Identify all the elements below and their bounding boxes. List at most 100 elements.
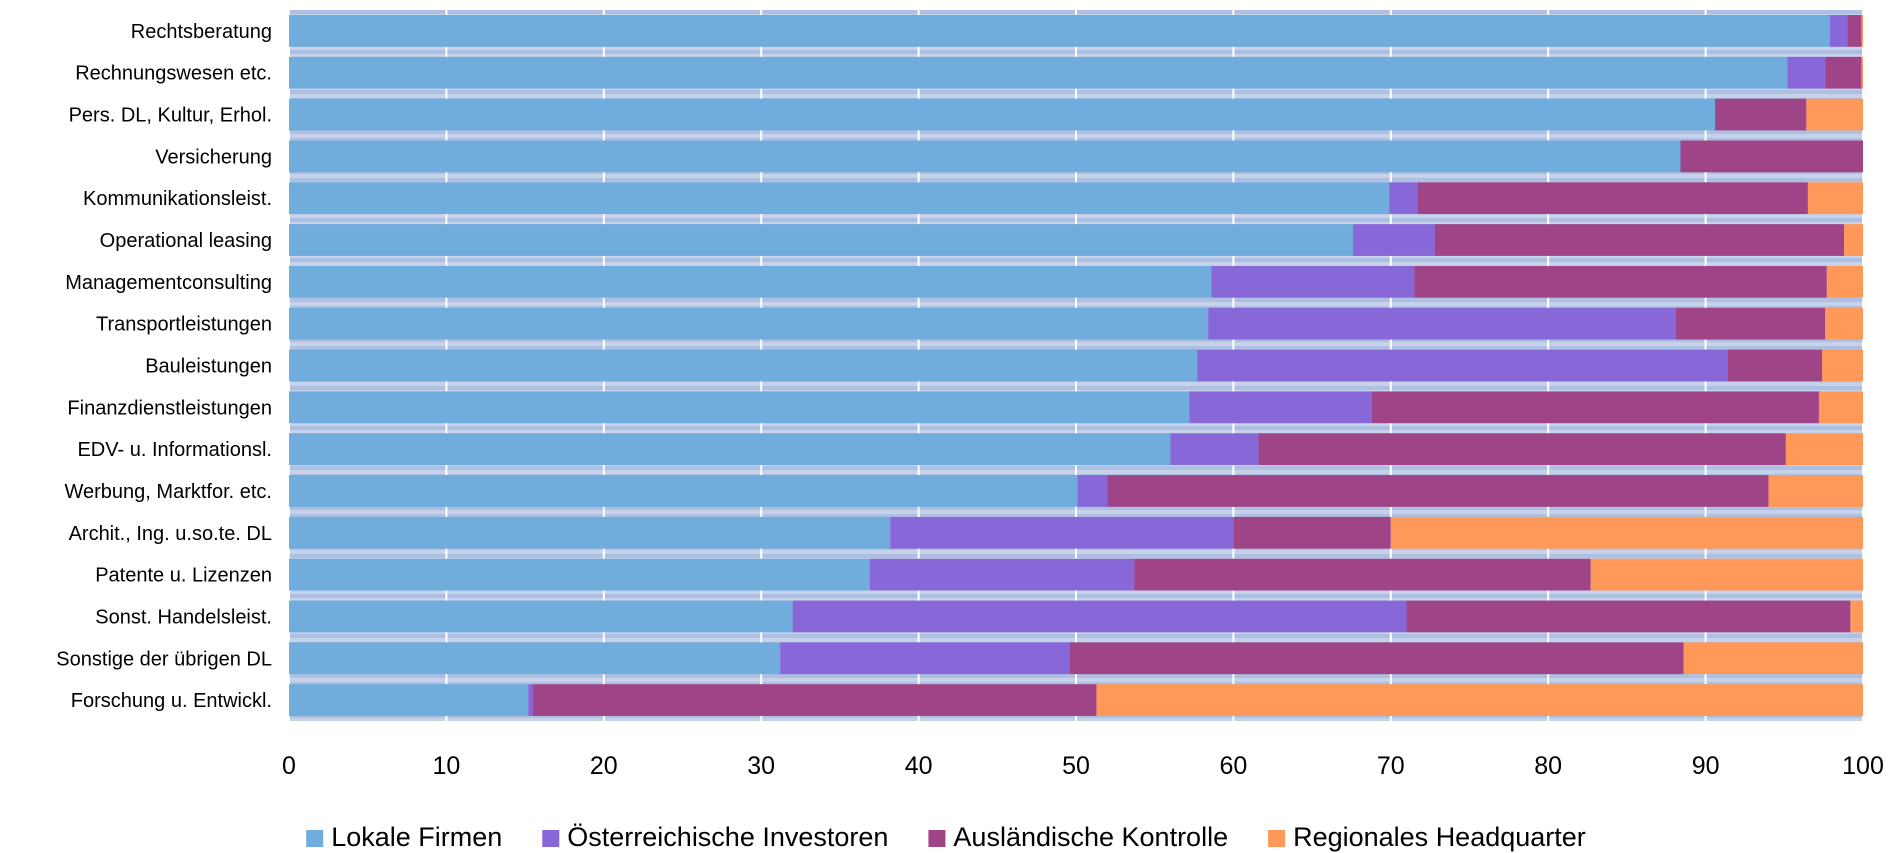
bar-segment bbox=[1829, 15, 1848, 47]
bar-segment bbox=[1189, 391, 1372, 424]
x-tick-label: 70 bbox=[1377, 752, 1405, 780]
bar-segment bbox=[1417, 182, 1808, 215]
bar-segment bbox=[890, 516, 1234, 549]
bar-segment bbox=[289, 684, 529, 716]
bar-segment bbox=[289, 516, 891, 549]
bar-segment bbox=[869, 558, 1135, 591]
bar-segment bbox=[1197, 349, 1728, 382]
legend-label: Lokale Firmen bbox=[331, 822, 502, 852]
bar-segment bbox=[1389, 182, 1418, 215]
bar-segment bbox=[1806, 98, 1863, 131]
bar-segment bbox=[1107, 475, 1769, 507]
bar-segment bbox=[1683, 642, 1863, 675]
category-label: Rechtsberatung bbox=[131, 21, 272, 43]
category-label: Operational leasing bbox=[100, 230, 272, 252]
legend-item: Ausländische Kontrolle bbox=[928, 822, 1228, 852]
category-label: Kommunikationsleist. bbox=[83, 188, 272, 210]
bar-segment bbox=[1847, 15, 1862, 47]
legend: Lokale Firmen Österreichische Investoren A… bbox=[306, 822, 1586, 852]
bar-segment bbox=[289, 15, 1830, 47]
bar-segment bbox=[289, 433, 1171, 466]
bar-segment bbox=[1434, 224, 1845, 256]
category-label: Transportleistungen bbox=[96, 314, 272, 336]
bar-segment bbox=[1822, 349, 1863, 382]
bar-segment bbox=[1861, 56, 1863, 89]
bar-segment bbox=[289, 600, 793, 633]
x-tick-label: 40 bbox=[905, 752, 933, 780]
x-tick-label: 90 bbox=[1692, 752, 1720, 780]
category-label: Patente u. Lizenzen bbox=[95, 565, 272, 587]
bar-segment bbox=[1211, 265, 1415, 298]
bar-segment bbox=[1258, 433, 1786, 466]
bars bbox=[289, 15, 1863, 716]
bar-segment bbox=[289, 558, 870, 591]
bar-segment bbox=[1785, 433, 1863, 466]
bar-segment bbox=[289, 265, 1212, 298]
x-tick-label: 10 bbox=[432, 752, 460, 780]
bar-segment bbox=[1414, 265, 1827, 298]
bar-segment bbox=[1077, 475, 1108, 507]
bar-segment bbox=[1825, 56, 1862, 89]
category-label: Forschung u. Entwickl. bbox=[71, 690, 272, 712]
legend-swatch bbox=[928, 830, 946, 847]
category-label: Sonst. Handelsleist. bbox=[95, 606, 272, 628]
bar-segment bbox=[289, 98, 1716, 131]
x-tick-label: 50 bbox=[1062, 752, 1090, 780]
x-tick-label: 60 bbox=[1219, 752, 1247, 780]
legend-swatch bbox=[1268, 830, 1286, 847]
legend-label: Österreichische Investoren bbox=[567, 822, 888, 852]
bar-segment bbox=[289, 56, 1788, 89]
bar-segment bbox=[532, 684, 1097, 716]
bar-segment bbox=[1807, 182, 1863, 215]
bar-segment bbox=[289, 182, 1390, 215]
legend-label: Ausländische Kontrolle bbox=[953, 822, 1228, 852]
x-tick-label: 20 bbox=[590, 752, 618, 780]
bar-segment bbox=[1134, 558, 1591, 591]
legend-swatch bbox=[542, 830, 560, 847]
bar-segment bbox=[1096, 684, 1863, 716]
bar-segment bbox=[289, 224, 1354, 256]
category-label: Werbung, Marktfor. etc. bbox=[65, 481, 273, 503]
bar-segment bbox=[1675, 307, 1826, 340]
category-label: EDV- u. Informationsl. bbox=[77, 439, 272, 461]
bar-segment bbox=[1680, 140, 1863, 173]
category-label: Archit., Ing. u.so.te. DL bbox=[69, 523, 272, 545]
bar-segment bbox=[1371, 391, 1819, 424]
category-label: Pers. DL, Kultur, Erhol. bbox=[69, 105, 272, 127]
category-labels: Rechtsberatung Rechnungswesen etc. Pers. D… bbox=[56, 21, 272, 712]
bar-segment bbox=[792, 600, 1407, 633]
bar-segment bbox=[1715, 98, 1807, 131]
bar-segment bbox=[1825, 307, 1863, 340]
bar-segment bbox=[1768, 475, 1863, 507]
bar-segment bbox=[289, 642, 781, 675]
bar-segment bbox=[1844, 224, 1863, 256]
bar-segment bbox=[1861, 15, 1863, 47]
category-label: Sonstige der übrigen DL bbox=[56, 648, 272, 670]
bar-segment bbox=[1233, 516, 1391, 549]
bar-segment bbox=[1826, 265, 1863, 298]
legend-swatch bbox=[306, 830, 324, 847]
bar-segment bbox=[289, 349, 1198, 382]
bar-segment bbox=[1208, 307, 1676, 340]
bar-segment bbox=[1353, 224, 1435, 256]
x-tick-labels: 0 10 20 30 40 50 60 70 80 90 100 bbox=[282, 752, 1884, 780]
category-label: Managementconsulting bbox=[65, 272, 272, 294]
bar-segment bbox=[1727, 349, 1823, 382]
bar-segment bbox=[289, 140, 1681, 173]
bar-segment bbox=[1590, 558, 1863, 591]
bar-segment bbox=[528, 684, 533, 716]
legend-label: Regionales Headquarter bbox=[1293, 822, 1586, 852]
bar-segment bbox=[1069, 642, 1684, 675]
x-tick-label: 0 bbox=[282, 752, 296, 780]
bar-segment bbox=[1170, 433, 1259, 466]
legend-item: Regionales Headquarter bbox=[1268, 822, 1586, 852]
category-label: Rechnungswesen etc. bbox=[75, 63, 272, 85]
x-tick-label: 80 bbox=[1534, 752, 1562, 780]
x-tick-label: 100 bbox=[1842, 752, 1884, 780]
bar-segment bbox=[1390, 516, 1863, 549]
bar-segment bbox=[1818, 391, 1863, 424]
legend-item: Lokale Firmen bbox=[306, 822, 502, 852]
category-label: Bauleistungen bbox=[145, 356, 272, 378]
bar-segment bbox=[289, 475, 1078, 507]
